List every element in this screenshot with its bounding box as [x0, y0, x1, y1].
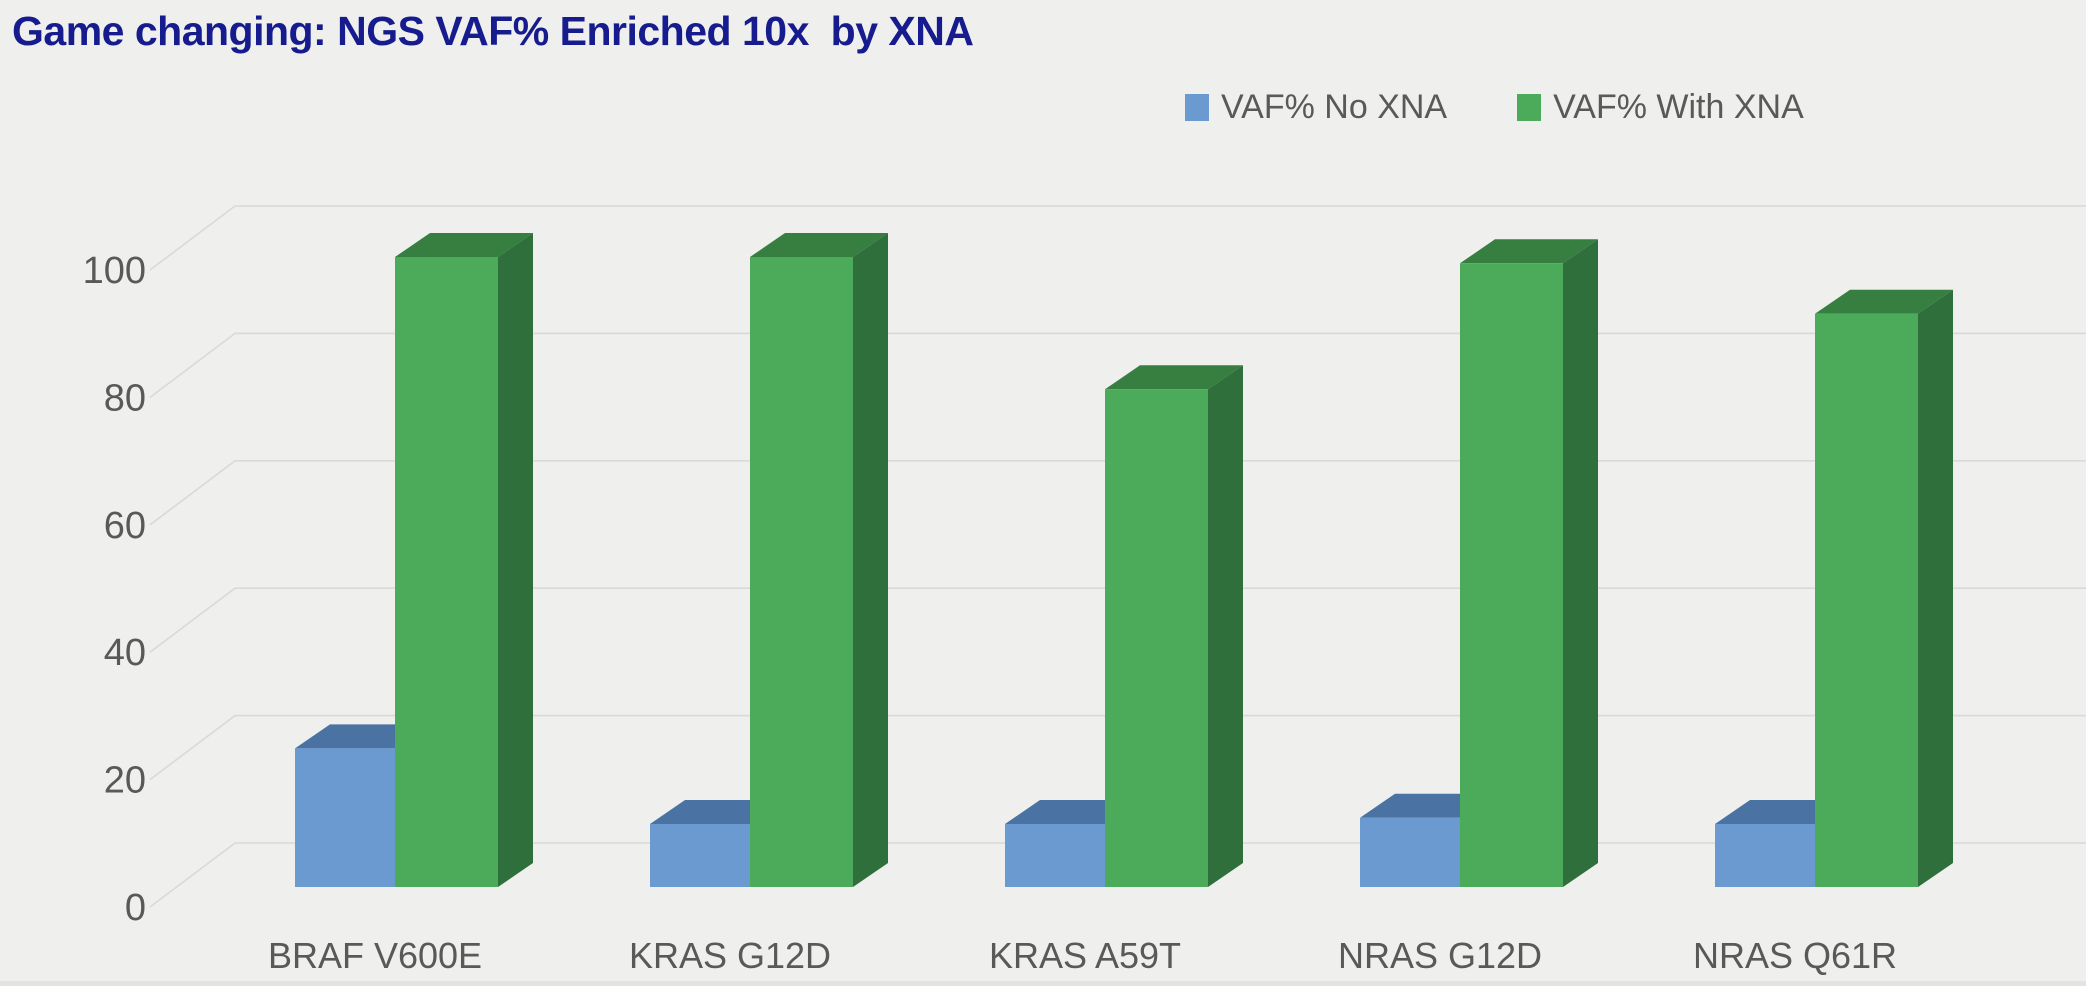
legend: VAF% No XNA VAF% With XNA	[1185, 88, 1804, 127]
bar-with-xna-nras-g12d	[1460, 263, 1563, 887]
x-category-label-nras-q61r: NRAS Q61R	[1693, 935, 1897, 976]
x-category-label-kras-a59t: KRAS A59T	[989, 935, 1181, 976]
bar-top-with-xna-nras-q61r	[1815, 289, 1953, 314]
bar-side-with-xna-nras-q61r	[1918, 289, 1953, 887]
chart-title: Game changing: NGS VAF% Enriched 10x by …	[12, 8, 974, 54]
bar-no-xna-braf-v600e	[295, 748, 395, 887]
gridline-100	[149, 205, 2086, 271]
legend-label-with-xna: VAF% With XNA	[1553, 88, 1804, 126]
bar-with-xna-kras-a59t	[1105, 389, 1208, 887]
legend-item-no-xna: VAF% No XNA	[1185, 88, 1447, 127]
bar-top-with-xna-braf-v600e	[395, 233, 533, 257]
y-tick-label-0: 0	[125, 887, 146, 929]
slide-bottom-edge	[0, 981, 2086, 986]
legend-swatch-no-xna-icon	[1185, 94, 1209, 121]
bar-side-with-xna-kras-a59t	[1208, 365, 1243, 887]
y-tick-label-60: 60	[104, 505, 146, 547]
bar-side-with-xna-nras-g12d	[1563, 239, 1598, 888]
bar-with-xna-kras-g12d	[750, 257, 853, 887]
bar-side-with-xna-braf-v600e	[498, 233, 533, 887]
bar-no-xna-nras-g12d	[1360, 817, 1460, 887]
legend-swatch-with-xna-icon	[1517, 94, 1542, 121]
bar-top-with-xna-kras-g12d	[750, 233, 888, 257]
x-category-label-nras-g12d: NRAS G12D	[1338, 935, 1542, 976]
bar-no-xna-kras-g12d	[650, 824, 750, 887]
y-tick-label-40: 40	[104, 632, 146, 674]
bar-no-xna-kras-a59t	[1005, 824, 1105, 887]
legend-label-no-xna: VAF% No XNA	[1221, 88, 1448, 126]
bar-with-xna-nras-q61r	[1815, 313, 1918, 887]
bar-no-xna-nras-q61r	[1715, 824, 1815, 887]
bar-with-xna-braf-v600e	[395, 257, 498, 887]
y-tick-label-80: 80	[104, 377, 146, 419]
x-category-label-kras-g12d: KRAS G12D	[629, 935, 831, 976]
x-category-label-braf-v600e: BRAF V600E	[268, 935, 482, 976]
legend-item-with-xna: VAF% With XNA	[1517, 88, 1804, 127]
bar-top-with-xna-nras-g12d	[1460, 239, 1598, 264]
y-tick-label-100: 100	[83, 250, 146, 292]
y-tick-label-20: 20	[104, 760, 146, 802]
bar-top-with-xna-kras-a59t	[1105, 365, 1243, 390]
bar-side-with-xna-kras-g12d	[853, 233, 888, 887]
